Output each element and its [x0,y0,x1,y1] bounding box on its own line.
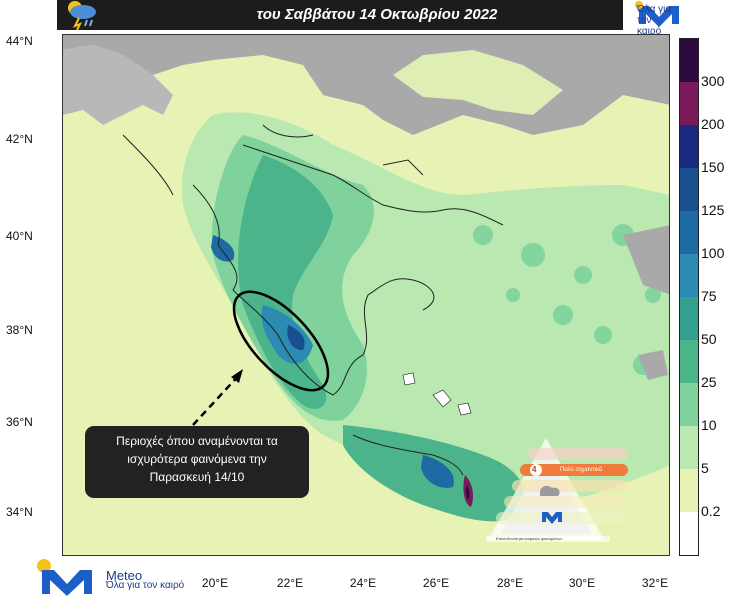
lat-label-44: 44°N [6,34,33,48]
callout-line-3: Παρασκευή 14/10 [149,470,245,484]
lon-label-32: 32°E [641,576,669,590]
colorbar-tick-label: 300 [701,73,725,89]
colorbar-segment [680,254,698,297]
header-logo-tagline: Όλα για τον καιρό [637,4,672,37]
colorbar-segment [680,168,698,211]
colorbar-tick-label: 10 [701,417,717,433]
danger-level-value: 4 [532,465,537,474]
colorbar-segment [680,426,698,469]
lon-label-24: 24°E [349,576,377,590]
colorbar-tick-label: 50 [701,331,717,347]
colorbar-segment [680,512,698,555]
lon-label-20: 20°E [201,576,229,590]
lon-label-26: 26°E [422,576,450,590]
lat-label-40: 40°N [6,229,33,243]
colorbar-segment [680,340,698,383]
colorbar-tick-label: 5 [701,460,709,476]
colorbar-segment [680,39,698,82]
map-canvas [63,35,669,555]
colorbar-tick-label: 125 [701,202,725,218]
colorbar-tick-label: 150 [701,159,725,175]
colorbar-tick-label: 75 [701,288,717,304]
colorbar-tick-label: 25 [701,374,717,390]
lon-label-22: 22°E [276,576,304,590]
annotation-callout: Περιοχές όπου αναμένονται τα ισχυρότερα … [85,426,309,498]
footer-logo-text: Meteo [106,568,143,583]
lat-label-36: 36°N [6,415,33,429]
colorbar-segment [680,383,698,426]
colorbar-segment [680,211,698,254]
callout-line-1: Περιοχές όπου αναμένονται τα [116,434,278,448]
danger-triangle-graphic [486,438,628,542]
header-logo [623,0,733,30]
danger-level-label: Πολύ σημαντικό [560,467,603,473]
meteo-logo-icon [635,1,683,27]
footer-meteo-logo-icon [37,559,92,596]
weather-storm-icon [68,1,96,30]
footer-logo-tagline: Όλα για τον καιρό [106,580,185,591]
precipitation-colorbar [679,38,699,556]
lat-label-34: 34°N [6,505,33,519]
colorbar-tick-label: 200 [701,116,725,132]
lon-label-30: 30°E [568,576,596,590]
lat-label-38: 38°N [6,323,33,337]
colorbar-tick-label: 100 [701,245,725,261]
danger-level-panel: 4 Πολύ σημαντικό Επικινδυνότητα καιρικών… [486,436,650,544]
colorbar-tick-label: 0.2 [701,503,721,519]
callout-line-2: ισχυρότερα φαινόμενα την [127,452,267,466]
colorbar-segment [680,125,698,168]
colorbar-segment [680,82,698,125]
map-subtitle: του Σαββάτου 14 Οκτωβρίου 2022 [256,6,498,23]
danger-panel-footer: Επικινδυνότητα καιρικών φαινομένων [496,536,563,541]
lat-label-42: 42°N [6,132,33,146]
colorbar-segment [680,297,698,340]
header-band: του Σαββάτου 14 Οκτωβρίου 2022 [57,0,733,30]
colorbar-segment [680,469,698,512]
lon-label-28: 28°E [496,576,524,590]
